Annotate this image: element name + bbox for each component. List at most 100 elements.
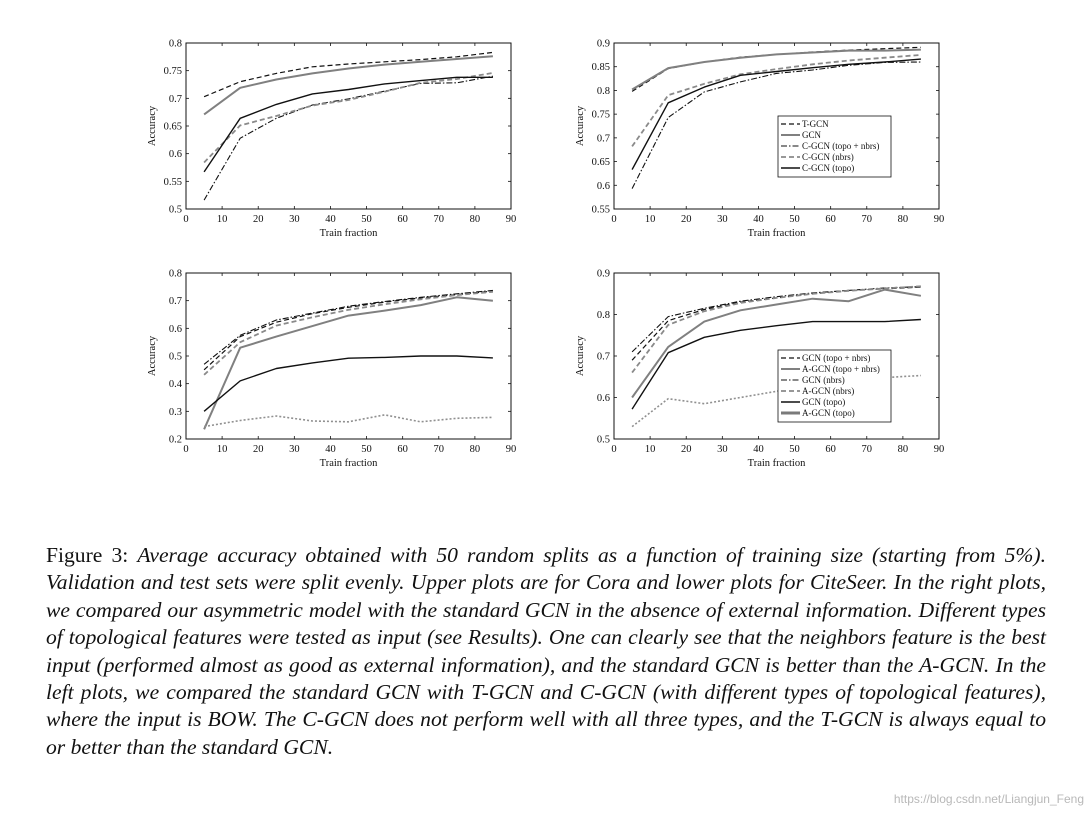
legend-box [777,349,892,423]
series-line-c-gcn-topo- [203,76,493,173]
x-tick-label: 0 [183,214,188,225]
x-tick-label: 40 [325,444,336,455]
x-tick-label: 40 [753,444,764,455]
x-tick-label: 20 [253,444,264,455]
caption-label: Figure 3: [46,543,129,567]
y-tick-label: 0.9 [597,39,610,50]
x-tick-label: 50 [789,444,800,455]
y-tick-label: 0.6 [169,324,182,335]
y-tick-label: 0.3 [169,407,182,418]
y-tick-label: 0.6 [597,181,610,192]
y-tick-label: 0.5 [169,352,182,363]
caption-text: Average accuracy obtained with 50 random… [46,543,1046,759]
watermark: https://blog.csdn.net/Liangjun_Feng [893,792,1084,806]
legend-entry-label: A-GCN (topo + nbrs) [802,364,880,374]
x-tick-label: 90 [506,214,517,225]
x-tick-label: 90 [506,444,517,455]
series-line-c-gcn-topo-nbrs- [203,75,493,201]
x-tick-label: 30 [717,444,728,455]
y-tick-label: 0.8 [169,269,182,280]
legend-entry-label: GCN (nbrs) [802,375,845,385]
x-tick-label: 30 [289,214,300,225]
x-tick-label: 60 [825,214,836,225]
y-tick-label: 0.6 [169,149,182,160]
x-tick-label: 20 [681,444,692,455]
x-tick-label: 50 [789,214,800,225]
x-tick-label: 0 [611,214,616,225]
series-line-gcn-topo- [631,318,921,410]
x-tick-label: 30 [717,214,728,225]
x-tick-label: 70 [434,444,445,455]
y-tick-label: 0.65 [164,122,182,133]
legend-entry-label: C-GCN (topo + nbrs) [802,141,879,151]
x-tick-label: 20 [253,214,264,225]
y-tick-label: 0.7 [597,133,610,144]
x-tick-label: 80 [898,214,909,225]
y-tick-label: 0.7 [169,296,182,307]
y-tick-label: 0.5 [597,435,610,446]
series-line-c-gcn-topo- [631,58,921,170]
y-tick-label: 0.2 [169,435,182,446]
series-line-t-gcn [203,51,493,98]
legend: GCN (topo + nbrs)A-GCN (topo + nbrs)GCN … [777,349,892,423]
x-axis-label: Train fraction [748,228,806,239]
series-line-gcn [203,55,493,116]
y-tick-label: 0.55 [164,177,182,188]
series-line-c-gcn-topo-nbrs- [631,61,921,189]
y-tick-label: 0.65 [592,157,610,168]
x-axis-label: Train fraction [320,228,378,239]
x-tick-label: 80 [470,214,481,225]
chart-top-right: 0 10 20 30 40 50 60 70 80 90 0.55 0.6 0.65 0.7 0.75 0.8… [575,39,944,240]
series-line-gcn [631,48,921,91]
x-tick-label: 60 [825,444,836,455]
x-tick-label: 40 [753,214,764,225]
y-axis-label: Accuracy [575,335,586,376]
x-tick-label: 60 [397,214,408,225]
x-tick-label: 60 [397,444,408,455]
series-line-c-gcn-nbrs- [203,290,493,376]
legend-entry-label: T-GCN [802,119,829,129]
legend-entry-label: GCN [802,130,822,140]
y-tick-label: 0.85 [592,62,610,73]
legend-entry-label: GCN (topo) [802,397,845,407]
x-tick-label: 80 [898,444,909,455]
x-tick-label: 90 [934,214,945,225]
legend-entry-label: A-GCN (topo) [802,408,855,418]
legend-entry-label: A-GCN (nbrs) [802,386,854,396]
legend-entry-label: C-GCN (topo) [802,163,854,173]
y-tick-label: 0.7 [169,94,182,105]
x-tick-label: 40 [325,214,336,225]
series-line-a-gcn-topo-nbrs- [631,288,922,399]
series-line-c-gcn-topo- [203,355,493,412]
plot-frame [613,42,940,210]
x-tick-label: 10 [217,214,228,225]
series-line-gcn [203,296,493,430]
x-tick-label: 10 [645,444,656,455]
y-tick-label: 0.4 [169,379,183,390]
figure-caption: Figure 3: Average accuracy obtained with… [46,542,1046,761]
y-tick-label: 0.8 [597,310,610,321]
x-tick-label: 0 [611,444,616,455]
x-tick-label: 70 [862,214,873,225]
y-tick-label: 0.8 [597,86,610,97]
y-tick-label: 0.7 [597,352,610,363]
x-tick-label: 0 [183,444,188,455]
x-axis-label: Train fraction [748,458,806,469]
y-axis-label: Accuracy [147,335,158,376]
y-tick-label: 0.75 [592,110,610,121]
x-tick-label: 70 [434,214,445,225]
x-tick-label: 20 [681,214,692,225]
chart-top-left: 0 10 20 30 40 50 60 70 80 90 0.5 0.55 0.6 0.65 0.7 0.75… [147,39,516,240]
x-tick-label: 10 [217,444,228,455]
legend-entry-label: C-GCN (nbrs) [802,152,854,162]
y-tick-label: 0.5 [169,205,182,216]
y-axis-label: Accuracy [575,105,586,146]
y-tick-label: 0.55 [592,205,610,216]
series-line-c-gcn-nbrs- [203,72,494,164]
y-tick-label: 0.9 [597,269,610,280]
y-tick-label: 0.8 [169,39,182,50]
x-tick-label: 90 [934,444,945,455]
figure-charts: 0 10 20 30 40 50 60 70 80 900.50.550.60.650.70.75… [147,39,945,470]
x-tick-label: 70 [862,444,873,455]
